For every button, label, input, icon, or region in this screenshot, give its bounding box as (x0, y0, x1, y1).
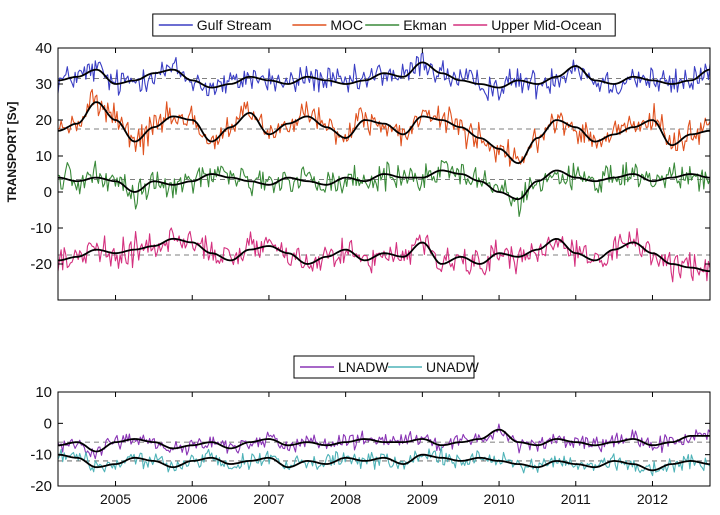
axes-frame (57, 391, 711, 487)
legend-box (293, 355, 475, 379)
x-tick-label: 2012 (637, 491, 668, 507)
y-tick-label: -10 (30, 220, 52, 237)
x-tick-label: 2006 (177, 491, 208, 507)
smoothed-line-upper-mid-ocean (57, 237, 711, 273)
x-tick-label: 2007 (253, 491, 284, 507)
legend-label-moc: MOC (330, 17, 363, 33)
series-line-gulf-stream (57, 52, 711, 102)
series-line-lnadw (57, 423, 711, 460)
top-panel: -20 -10 0 10 20 30 40 Gulf Stream MOC Ekman Upper … (30, 13, 711, 301)
series-line-unadw (57, 446, 711, 477)
y-axis-label: TRANSPORT [Sv] (5, 102, 19, 203)
y-tick-label: 20 (35, 112, 52, 129)
x-tick-label: 2008 (330, 491, 361, 507)
bottom-panel: -20 -10 0 10 2005 2006 2007 2008 2009 2010 2011 201… (30, 355, 711, 507)
legend-label-lnadw: LNADW (338, 359, 389, 375)
x-tick-label: 2010 (483, 491, 514, 507)
legend-label-ekman: Ekman (403, 17, 447, 33)
smoothed-line-unadw (57, 453, 711, 472)
smoothed-line-moc (57, 101, 711, 165)
y-tick-label: 10 (35, 148, 52, 165)
series-line-ekman (57, 160, 711, 218)
legend-label-gulf-stream: Gulf Stream (197, 17, 272, 33)
y-tick-label: 0 (44, 415, 52, 432)
y-tick-label: 40 (35, 40, 52, 57)
y-tick-label: 30 (35, 76, 52, 93)
x-tick-label: 2009 (407, 491, 438, 507)
y-tick-label: 0 (44, 184, 52, 201)
y-tick-label: -20 (30, 256, 52, 273)
smoothed-line-gulf-stream (57, 61, 711, 89)
series-line-upper-mid-ocean (57, 227, 711, 283)
x-tick-label: 2005 (100, 491, 131, 507)
series-line-moc (57, 88, 711, 167)
axes-frame (57, 47, 711, 301)
legend-label-unadw: UNADW (426, 359, 480, 375)
smoothed-line-ekman (57, 169, 711, 201)
y-tick-label: -10 (30, 447, 52, 464)
smoothed-line-lnadw (57, 428, 710, 453)
legend-label-upper-mid-ocean: Upper Mid-Ocean (491, 17, 602, 33)
y-tick-label: -20 (30, 478, 52, 495)
y-tick-label: 10 (35, 384, 52, 401)
x-tick-label: 2011 (561, 491, 591, 507)
